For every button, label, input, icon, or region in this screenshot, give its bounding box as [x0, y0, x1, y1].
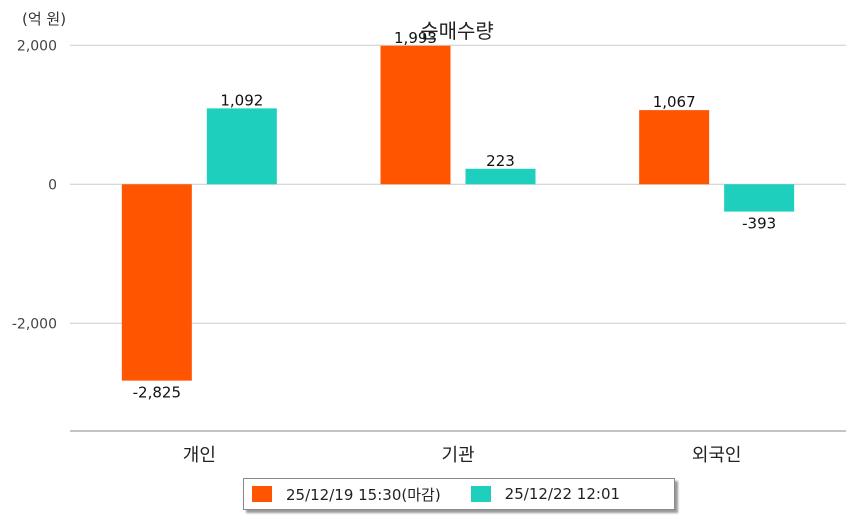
- legend-label-series-1: 25/12/19 15:30(마감): [286, 485, 441, 504]
- legend-swatch-series-1: [252, 486, 272, 502]
- bar-2-기관: [465, 168, 536, 185]
- data-labels: -2,825 1,092 1,993 223 1,067 -393: [133, 29, 777, 402]
- bar-1-개인: [121, 184, 192, 381]
- data-label: 1,993: [394, 29, 437, 47]
- y-axis-ticks: 2,000 0 -2,000: [12, 38, 57, 332]
- x-axis-ticks: 개인 기관 외국인: [183, 445, 742, 466]
- legend: 25/12/19 15:30(마감) 25/12/22 12:01: [243, 478, 675, 510]
- data-label: -2,825: [133, 384, 181, 402]
- unit-label: (억 원): [22, 10, 66, 28]
- x-tick-label: 개인: [183, 445, 216, 466]
- x-tick-label: 외국인: [692, 445, 742, 466]
- data-label: 223: [486, 152, 515, 170]
- gridlines: [70, 44, 846, 324]
- bars: [121, 45, 795, 381]
- y-tick-label: -2,000: [12, 316, 57, 332]
- y-tick-label: 2,000: [17, 38, 57, 54]
- data-label: 1,092: [220, 91, 263, 109]
- data-label: 1,067: [653, 93, 696, 111]
- bar-1-기관: [380, 45, 451, 185]
- legend-label-series-2: 25/12/22 12:01: [504, 485, 621, 503]
- bar-1-외국인: [639, 110, 710, 185]
- legend-item-series-2[interactable]: 25/12/22 12:01: [470, 485, 621, 503]
- legend-item-series-1[interactable]: 25/12/19 15:30(마감): [252, 484, 441, 505]
- y-tick-label: 0: [48, 177, 57, 193]
- data-label: -393: [742, 215, 776, 233]
- x-tick-label: 기관: [441, 445, 474, 466]
- legend-swatch-series-2: [470, 486, 491, 502]
- bar-2-외국인: [724, 184, 795, 212]
- chart-title: 순매수량: [420, 19, 494, 43]
- bar-2-개인: [206, 108, 277, 185]
